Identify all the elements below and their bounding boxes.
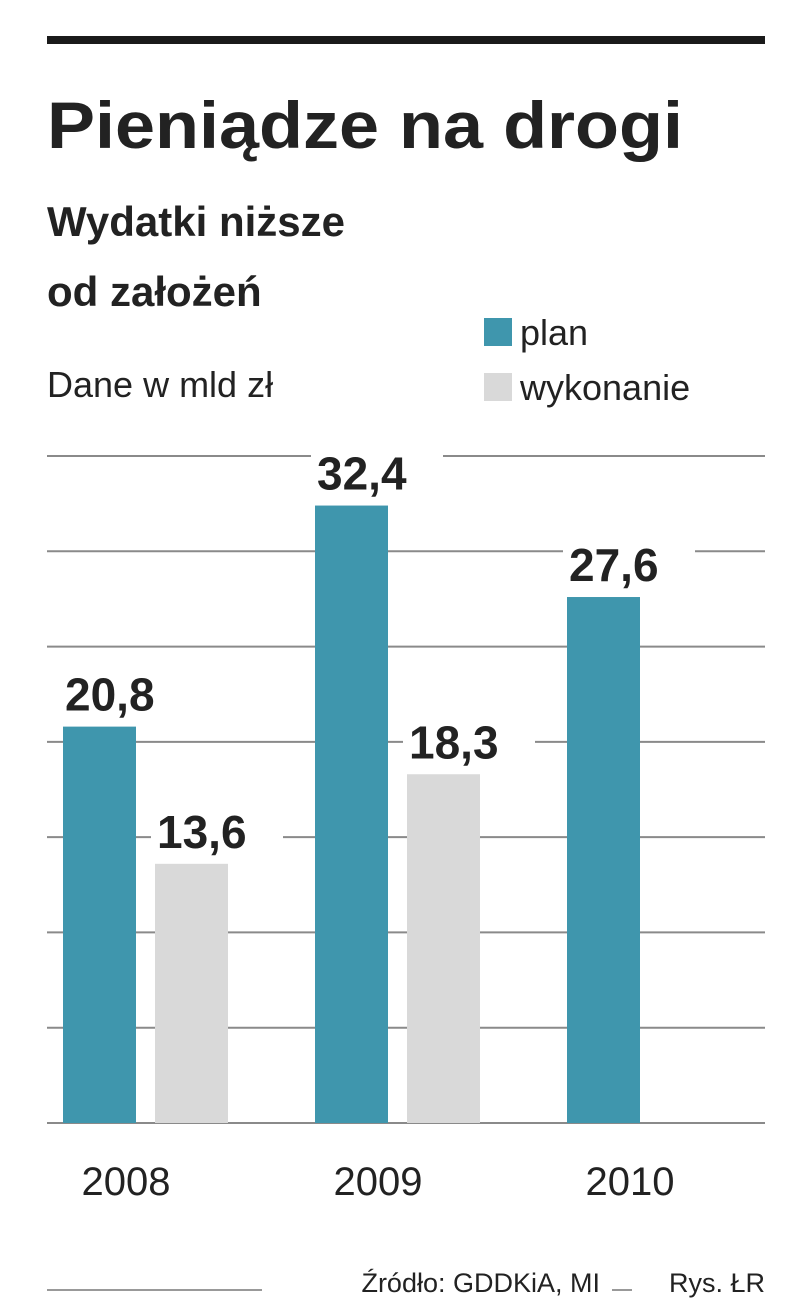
bar	[407, 774, 480, 1123]
legend-label: wykonanie	[519, 367, 690, 408]
unit-note: Dane w mld zł	[47, 364, 273, 405]
bar	[155, 863, 228, 1123]
x-tick-label: 2010	[586, 1160, 675, 1204]
bar	[567, 597, 640, 1123]
label-bg	[59, 668, 191, 717]
source: Źródło: GDDKiA, MI	[361, 1268, 600, 1298]
label-bg	[403, 716, 535, 765]
bar	[63, 726, 136, 1123]
value-label: 32,4	[317, 448, 407, 500]
credit: Rys. ŁR	[669, 1268, 765, 1298]
x-tick-label: 2009	[334, 1160, 423, 1204]
legend-label: plan	[520, 312, 588, 353]
label-bg	[311, 447, 443, 496]
label-bg	[151, 805, 283, 854]
value-label: 13,6	[157, 806, 247, 858]
value-label: 27,6	[569, 539, 659, 591]
legend-swatch	[484, 318, 512, 346]
legend-swatch	[484, 373, 512, 401]
x-tick-label: 2008	[82, 1160, 171, 1204]
value-label: 18,3	[409, 716, 499, 768]
chart-title: Pieniądze na drogi	[47, 88, 683, 162]
bar	[315, 505, 388, 1123]
subtitle: od założeń	[47, 268, 262, 315]
top-rule	[47, 36, 765, 44]
subtitle: Wydatki niższe	[47, 198, 345, 245]
label-bg	[563, 539, 695, 588]
value-label: 20,8	[65, 669, 155, 721]
